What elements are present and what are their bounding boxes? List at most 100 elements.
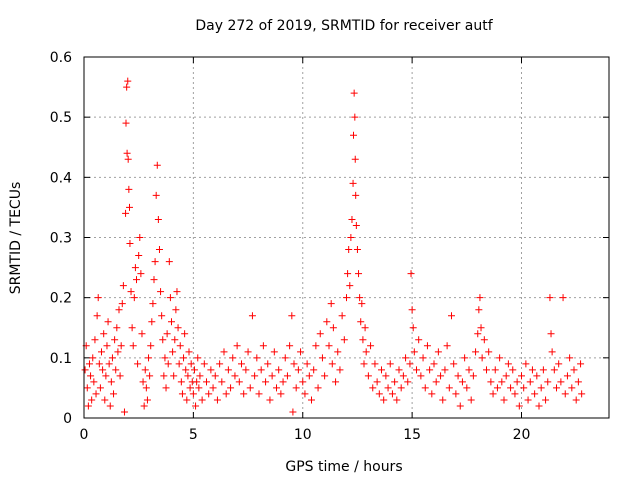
data-point xyxy=(474,330,482,338)
data-point xyxy=(347,234,355,241)
data-point xyxy=(350,131,357,139)
y-tick-label: 0.2 xyxy=(50,291,72,307)
data-point xyxy=(369,384,377,392)
data-point xyxy=(297,348,305,356)
data-point xyxy=(209,384,217,392)
plot-frame xyxy=(83,56,610,419)
y-tick-label: 0.4 xyxy=(50,170,72,186)
data-point xyxy=(110,390,118,398)
data-point xyxy=(489,390,497,398)
data-point xyxy=(329,324,337,332)
data-point xyxy=(343,294,350,302)
data-point xyxy=(426,366,434,374)
data-point xyxy=(493,384,501,392)
data-point xyxy=(308,396,315,404)
data-point xyxy=(166,294,174,302)
data-point xyxy=(415,336,423,344)
data-point xyxy=(124,155,132,163)
data-point xyxy=(205,390,213,398)
data-point xyxy=(131,264,139,272)
data-point xyxy=(218,378,226,386)
data-point xyxy=(273,384,280,392)
data-point xyxy=(184,372,192,380)
data-point xyxy=(251,372,259,380)
data-point xyxy=(518,372,525,380)
data-point xyxy=(332,378,340,386)
y-tick-label: 0.3 xyxy=(50,231,72,247)
data-point xyxy=(437,372,445,380)
data-point xyxy=(114,348,122,356)
data-point xyxy=(537,384,545,392)
data-point xyxy=(194,354,202,362)
data-point xyxy=(351,155,359,163)
data-point xyxy=(371,360,379,368)
data-point xyxy=(133,276,140,284)
data-point xyxy=(107,378,115,386)
data-point xyxy=(316,330,324,338)
data-point xyxy=(100,330,108,338)
data-point xyxy=(229,354,237,362)
data-point xyxy=(105,360,113,368)
data-point xyxy=(165,258,173,266)
data-point xyxy=(227,384,235,392)
data-point xyxy=(141,366,149,374)
data-point xyxy=(169,348,177,356)
data-point xyxy=(139,378,147,386)
data-point xyxy=(264,360,272,368)
data-point xyxy=(406,360,414,368)
data-point xyxy=(88,396,96,404)
data-point xyxy=(448,312,455,320)
data-point xyxy=(423,342,431,350)
x-tick-label: 20 xyxy=(513,427,531,443)
data-point xyxy=(175,360,183,368)
data-point xyxy=(111,336,119,344)
data-point xyxy=(546,294,554,302)
data-point xyxy=(485,348,493,356)
data-point xyxy=(402,354,410,362)
data-point xyxy=(511,390,519,398)
data-point xyxy=(310,366,318,374)
data-point xyxy=(102,372,110,380)
data-point xyxy=(373,378,381,386)
data-point xyxy=(507,384,515,392)
data-point xyxy=(380,396,388,404)
data-point xyxy=(163,330,171,338)
data-point xyxy=(87,372,95,380)
data-point xyxy=(275,366,283,374)
data-point xyxy=(231,372,239,380)
data-point xyxy=(181,330,189,338)
data-point xyxy=(563,372,571,380)
data-point xyxy=(439,396,447,404)
data-point xyxy=(140,402,148,410)
data-point xyxy=(159,336,167,344)
data-point xyxy=(203,378,210,386)
y-tick-label: 0.1 xyxy=(50,351,72,367)
data-point xyxy=(548,348,556,356)
data-point xyxy=(281,354,289,362)
data-point xyxy=(417,372,425,380)
data-point xyxy=(430,360,438,368)
data-point xyxy=(384,384,392,392)
data-point xyxy=(220,348,228,356)
data-point xyxy=(557,378,565,386)
data-point xyxy=(463,384,471,392)
data-point xyxy=(129,342,137,350)
data-point xyxy=(528,366,536,374)
data-point xyxy=(187,360,195,368)
data-point xyxy=(170,372,178,380)
data-point xyxy=(344,270,352,278)
data-point xyxy=(164,360,172,368)
data-point xyxy=(362,348,370,356)
data-point xyxy=(349,179,357,187)
data-point xyxy=(145,354,153,362)
data-point xyxy=(192,402,200,410)
data-point xyxy=(351,113,359,121)
y-tick-labels: 0 0.1 0.2 0.3 0.4 0.5 0.6 xyxy=(50,50,72,427)
data-point xyxy=(98,348,105,356)
data-point xyxy=(118,300,126,308)
data-point xyxy=(443,342,451,350)
data-point xyxy=(248,312,256,320)
data-point xyxy=(124,77,132,85)
y-axis-label: SRMTID / TECUs xyxy=(8,182,24,295)
data-point xyxy=(367,342,375,350)
